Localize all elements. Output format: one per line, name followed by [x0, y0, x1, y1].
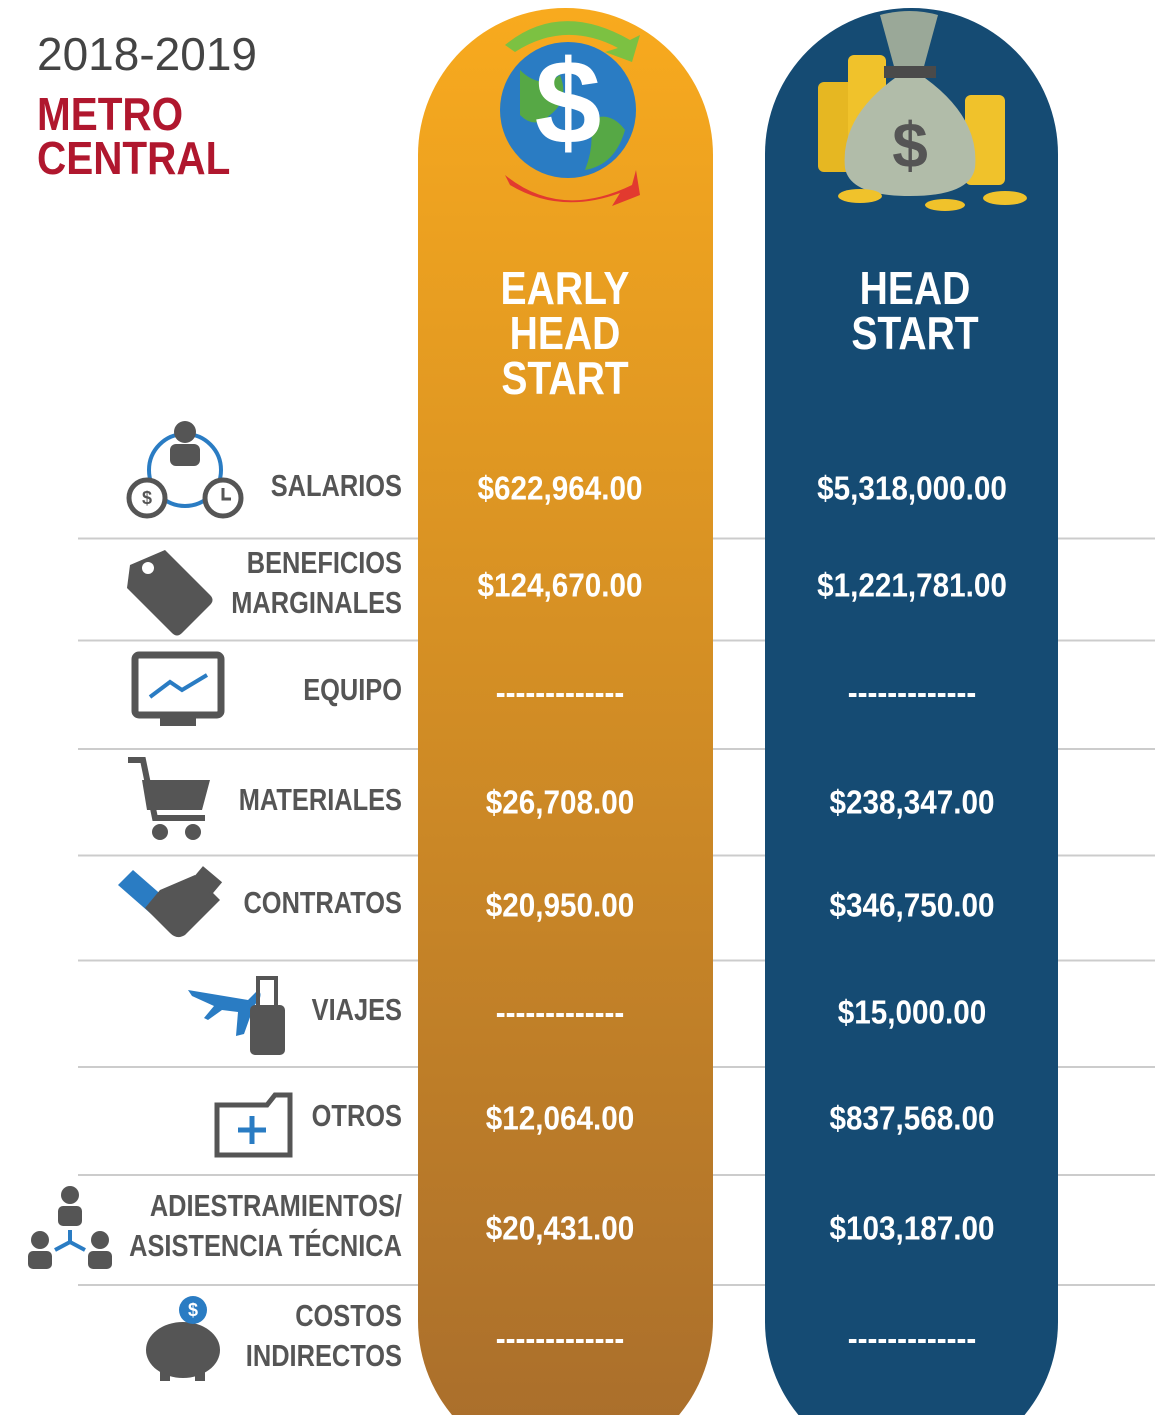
cell-value: $20,950.00 [486, 887, 635, 924]
tag-icon [127, 550, 213, 636]
column-header-line: EARLY [501, 263, 630, 315]
cell-line: ------------- [496, 674, 625, 711]
column-header: START [501, 353, 628, 405]
column-header-line: START [501, 353, 628, 405]
row-label: VIAJES [312, 993, 402, 1028]
title-line: METRO [37, 90, 183, 141]
row-label: CONTRATOS [243, 886, 402, 921]
cell-line: $20,950.00 [486, 887, 635, 924]
row-label: EQUIPO [303, 673, 402, 708]
team-icon [28, 1186, 112, 1269]
cell-line: $1,221,781.00 [817, 567, 1007, 604]
money-bag-icon: $ [818, 11, 1027, 211]
row-label-line: CONTRATOS [243, 886, 402, 921]
row-label: OTROS [312, 1099, 402, 1134]
column-header-line: START [851, 308, 978, 360]
folder-icon [214, 1092, 293, 1158]
cell-line: ------------- [848, 1320, 977, 1357]
row-label-line: SALARIOS [271, 469, 402, 504]
row-icons: $ [28, 421, 293, 1381]
row-label: ASISTENCIA TÉCNICA [129, 1229, 402, 1264]
svg-text:$: $ [142, 488, 152, 508]
cell-value: $15,000.00 [838, 994, 987, 1031]
handshake-icon [118, 866, 223, 938]
row-label: BENEFICIOS [247, 546, 402, 581]
row-label: INDIRECTOS [246, 1339, 402, 1374]
column-header: HEAD [510, 308, 621, 360]
cell-value: $20,431.00 [486, 1210, 635, 1247]
cell-line: $15,000.00 [838, 994, 987, 1031]
row-label: SALARIOS [271, 469, 402, 504]
cell-value: $622,964.00 [477, 470, 642, 507]
piggy-bank-icon: $ [146, 1296, 220, 1381]
year: 2018-2019 [37, 28, 257, 80]
row-label-line: COSTOS [295, 1299, 402, 1334]
cell-value: $103,187.00 [829, 1210, 994, 1247]
cell-value: $1,221,781.00 [817, 567, 1007, 604]
cell-value: $124,670.00 [477, 567, 642, 604]
monitor-icon [131, 651, 225, 726]
cell-value: $346,750.00 [829, 887, 994, 924]
cell-line: $346,750.00 [829, 887, 994, 924]
row-label: MARGINALES [231, 586, 402, 621]
cell-value: $12,064.00 [486, 1100, 635, 1137]
early-head-start-column [418, 8, 713, 1415]
cell-line: ------------- [496, 1320, 625, 1357]
cell-line: $622,964.00 [477, 470, 642, 507]
column-header-line: HEAD [860, 263, 971, 315]
travel-icon [188, 976, 285, 1055]
row-label-line: BENEFICIOS [247, 546, 402, 581]
title-text: METRO [37, 90, 183, 141]
cell-value: ------------- [848, 674, 977, 711]
cell-value: $238,347.00 [829, 784, 994, 821]
cell-line: ------------- [496, 994, 625, 1031]
cell-line: $26,708.00 [486, 784, 635, 821]
salarios-icon: $ [126, 421, 244, 519]
row-label: MATERIALES [239, 783, 402, 818]
column-header-line: HEAD [510, 308, 621, 360]
row-label-line: MARGINALES [231, 586, 402, 621]
cell-line: $20,431.00 [486, 1210, 635, 1247]
cell-line: ------------- [848, 674, 977, 711]
globe-dollar-icon: $ [500, 21, 640, 206]
row-label-line: MATERIALES [239, 783, 402, 818]
row-label-line: ADIESTRAMIENTOS/ [150, 1189, 402, 1224]
svg-text:$: $ [535, 36, 602, 170]
cell-value: $837,568.00 [829, 1100, 994, 1137]
cell-line: $124,670.00 [477, 567, 642, 604]
svg-text:$: $ [892, 109, 928, 181]
cart-icon [128, 757, 210, 840]
cell-line: $12,064.00 [486, 1100, 635, 1137]
cell-line: $103,187.00 [829, 1210, 994, 1247]
row-label-line: OTROS [312, 1099, 402, 1134]
cell-line: $837,568.00 [829, 1100, 994, 1137]
cell-value: $26,708.00 [486, 784, 635, 821]
title-text: CENTRAL [37, 134, 230, 185]
column-header: HEAD [860, 263, 971, 315]
cell-value: ------------- [496, 1320, 625, 1357]
svg-text:$: $ [188, 1300, 198, 1320]
column-header: EARLY [501, 263, 630, 315]
row-label: ADIESTRAMIENTOS/ [150, 1189, 402, 1224]
cell-line: $238,347.00 [829, 784, 994, 821]
column-header: START [851, 308, 978, 360]
cell-value: ------------- [848, 1320, 977, 1357]
row-label-line: VIAJES [312, 993, 402, 1028]
row-label: COSTOS [295, 1299, 402, 1334]
row-label-line: INDIRECTOS [246, 1339, 402, 1374]
row-label-line: ASISTENCIA TÉCNICA [129, 1229, 402, 1264]
cell-value: ------------- [496, 994, 625, 1031]
cell-value: $5,318,000.00 [817, 470, 1007, 507]
row-label-line: EQUIPO [303, 673, 402, 708]
head-start-column [765, 8, 1058, 1415]
title-line: CENTRAL [37, 134, 230, 185]
cell-line: $5,318,000.00 [817, 470, 1007, 507]
cell-value: ------------- [496, 674, 625, 711]
